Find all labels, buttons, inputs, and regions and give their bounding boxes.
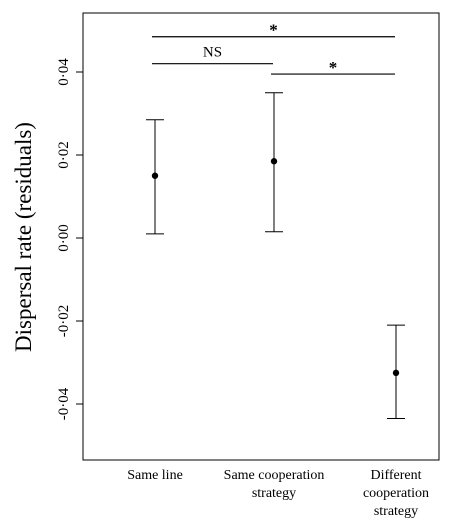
data-marks [146, 92, 405, 420]
y-tick-label: 0·04 [56, 58, 72, 86]
plot-frame [82, 12, 440, 461]
comparison-label: * [329, 58, 338, 77]
x-category-label-line: Different [370, 468, 421, 483]
y-axis: -0·04 -0·02 0·00 0·02 0·04 [56, 58, 83, 420]
comparison-label: * [269, 21, 278, 40]
x-category-label: Same cooperation strategy [224, 468, 325, 501]
x-category-label-line: Same line [127, 468, 183, 483]
y-tick-label: -0·02 [56, 305, 72, 338]
x-category-label-line: Same cooperation [224, 468, 325, 483]
mean-point [392, 369, 400, 377]
x-category-label-line: strategy [252, 486, 296, 501]
x-category-label: Same line [127, 468, 183, 483]
x-category-label-line: strategy [374, 504, 418, 519]
x-category-label: Different cooperation strategy [363, 468, 429, 519]
x-category-label-line: cooperation [363, 486, 429, 501]
x-axis-labels: Same line Same cooperation strategyDiffere… [127, 468, 429, 519]
y-tick-label: 0·00 [56, 224, 72, 252]
y-tick-label: -0·04 [56, 387, 72, 420]
comparison-label: NS [203, 45, 222, 61]
mean-point [151, 172, 159, 179]
mean-point [270, 158, 278, 165]
y-tick-label: 0·02 [56, 141, 72, 169]
significance-brackets: * NS * [152, 21, 395, 77]
y-axis-label: Dispersal rate (residuals) [11, 122, 36, 352]
